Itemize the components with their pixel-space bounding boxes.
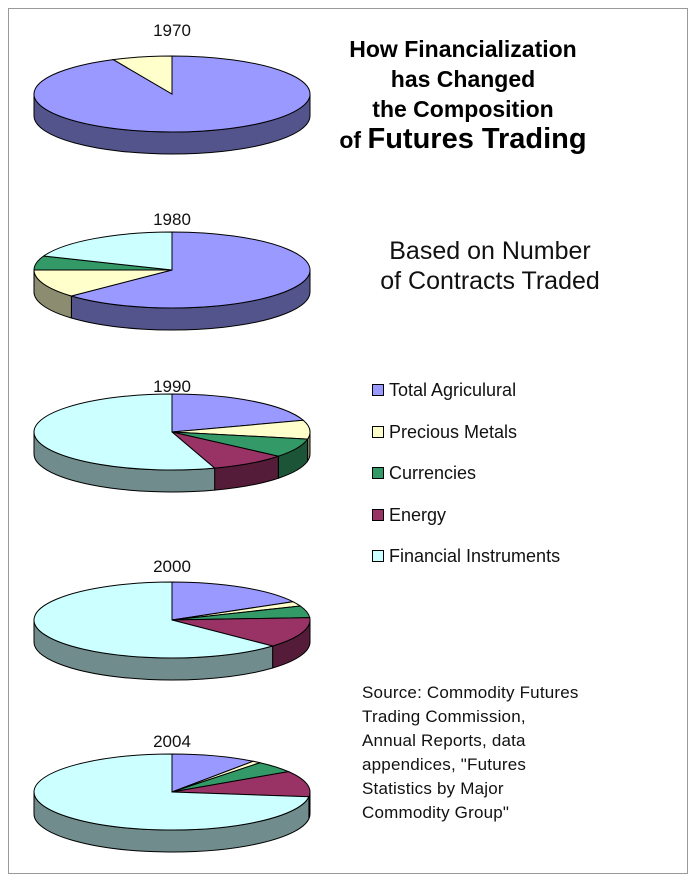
source-line-3: Annual Reports, data bbox=[362, 731, 526, 750]
pie-slice-1990-financial-instruments bbox=[33, 393, 216, 471]
chart-title: How Financialization has Changed the Com… bbox=[318, 34, 608, 155]
source-line-4: appendices, "Futures bbox=[362, 755, 527, 774]
pie-2004 bbox=[33, 753, 311, 853]
title-line-2: has Changed bbox=[390, 66, 536, 92]
pie-label-1990: 1990 bbox=[153, 377, 191, 396]
legend-label-energy: Energy bbox=[389, 505, 447, 525]
pie-label-2004: 2004 bbox=[153, 732, 191, 751]
title-line-4-emphasis: Futures Trading bbox=[367, 123, 587, 155]
pie-slice-2000-financial-instruments bbox=[33, 581, 275, 659]
source-note: Source: Commodity Futures Trading Commis… bbox=[362, 681, 682, 825]
subtitle-line-2: of Contracts Traded bbox=[380, 267, 600, 295]
legend-label-currencies: Currencies bbox=[389, 463, 477, 483]
pie-1980 bbox=[33, 231, 311, 331]
legend-label-agricultural: Total Agriculural bbox=[389, 380, 517, 400]
legend-swatch-precious-metals bbox=[372, 426, 384, 438]
legend-swatch-agricultural bbox=[372, 384, 384, 396]
chart-subtitle: Based on Number of Contracts Traded bbox=[340, 236, 640, 296]
pie-slice-2000-energy bbox=[171, 617, 311, 647]
pie-slice-2004-total-agricultural bbox=[171, 753, 255, 793]
legend-swatch-financial-instruments bbox=[372, 550, 384, 562]
title-line-1: How Financialization bbox=[349, 36, 577, 62]
legend-label-precious-metals: Precious Metals bbox=[389, 422, 518, 442]
pie-slice-2004-financial-instruments bbox=[33, 753, 310, 831]
pie-slice-2000-total-agricultural bbox=[171, 581, 295, 621]
pie-label-2000: 2000 bbox=[153, 557, 191, 576]
pie-slice-1980-total-agricultural bbox=[69, 231, 311, 309]
pie-2000 bbox=[33, 581, 311, 681]
title-line-4-prefix: of bbox=[339, 127, 368, 153]
source-line-2: Trading Commission, bbox=[362, 707, 526, 726]
source-line-5: Statistics by Major bbox=[362, 779, 504, 798]
legend-label-financial-instruments: Financial Instruments bbox=[389, 546, 561, 566]
pie-1970 bbox=[33, 55, 311, 155]
pie-slice-2004-energy bbox=[171, 771, 311, 798]
pie-label-1980: 1980 bbox=[153, 210, 191, 229]
title-line-3: the Composition bbox=[372, 96, 554, 122]
pie-slice-1970-precious-metals bbox=[111, 55, 173, 95]
pie-1990 bbox=[33, 393, 311, 493]
title-line-4: of Futures Trading bbox=[318, 124, 608, 155]
chart-frame bbox=[8, 8, 688, 874]
pie-slice-1980-financial-instruments bbox=[42, 231, 173, 271]
pie-slice-1980-precious-metals bbox=[33, 269, 173, 297]
pie-slice-1990-total-agricultural bbox=[171, 393, 305, 433]
legend-swatch-energy bbox=[372, 509, 384, 521]
subtitle-line-1: Based on Number bbox=[389, 237, 591, 265]
pie-label-1970: 1970 bbox=[153, 21, 191, 40]
source-line-1: Source: Commodity Futures bbox=[362, 683, 579, 702]
legend-swatch-currencies bbox=[372, 467, 384, 479]
source-line-6: Commodity Group" bbox=[362, 803, 510, 822]
